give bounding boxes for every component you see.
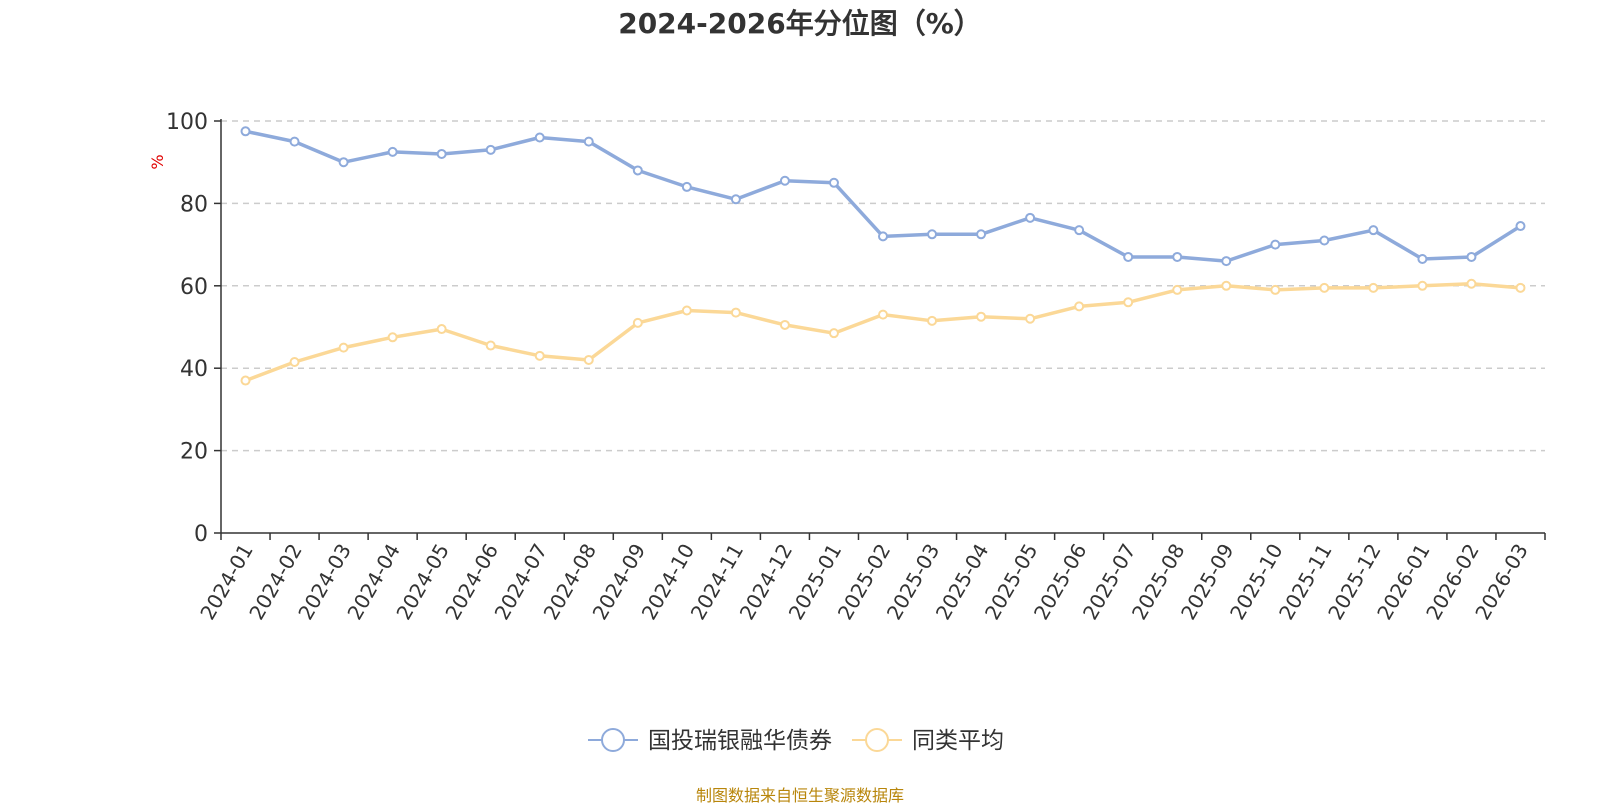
data-point bbox=[1319, 282, 1330, 293]
data-point bbox=[1221, 256, 1232, 267]
data-point bbox=[730, 194, 741, 205]
data-point bbox=[1368, 282, 1379, 293]
series-group bbox=[240, 278, 1526, 386]
data-point bbox=[289, 136, 300, 147]
data-point bbox=[1319, 235, 1330, 246]
data-point bbox=[878, 309, 888, 320]
data-point bbox=[1368, 225, 1379, 236]
data-point bbox=[927, 315, 938, 326]
y-tick-label: 80 bbox=[180, 192, 208, 217]
data-point bbox=[485, 340, 496, 351]
data-point bbox=[534, 350, 545, 361]
data-point bbox=[828, 177, 839, 188]
data-point bbox=[1270, 284, 1281, 295]
data-point bbox=[681, 181, 692, 192]
data-point bbox=[779, 319, 790, 330]
data-point bbox=[387, 146, 398, 157]
data-point bbox=[1270, 239, 1281, 250]
data-point bbox=[779, 175, 790, 186]
y-tick-label: 60 bbox=[180, 275, 208, 300]
data-point bbox=[1515, 221, 1526, 232]
data-point bbox=[828, 328, 839, 339]
data-point bbox=[632, 165, 643, 176]
data-point bbox=[1221, 280, 1232, 291]
data-point bbox=[1417, 254, 1428, 265]
data-point bbox=[681, 305, 692, 316]
data-point bbox=[1123, 297, 1134, 308]
data-point bbox=[927, 229, 938, 240]
data-point bbox=[583, 354, 594, 365]
chart-title: 2024-2026年分位图（%） bbox=[618, 7, 982, 40]
data-point bbox=[976, 311, 987, 322]
data-point bbox=[387, 332, 398, 343]
data-point bbox=[1515, 282, 1526, 293]
data-point bbox=[1172, 251, 1183, 262]
legend-marker bbox=[601, 728, 625, 752]
data-point bbox=[240, 375, 251, 386]
data-point bbox=[632, 317, 643, 328]
data-point bbox=[338, 157, 349, 168]
data-point bbox=[583, 136, 594, 147]
data-point bbox=[436, 324, 447, 335]
series-group bbox=[240, 126, 1526, 267]
data-point bbox=[1074, 301, 1085, 312]
data-point bbox=[485, 144, 496, 155]
data-point bbox=[730, 307, 741, 318]
y-tick-label: 20 bbox=[180, 440, 208, 465]
data-point bbox=[1025, 313, 1036, 324]
data-point bbox=[976, 229, 987, 240]
data-point bbox=[1123, 251, 1134, 262]
legend-marker bbox=[865, 728, 889, 752]
y-tick-label: 100 bbox=[166, 110, 208, 135]
series-line bbox=[244, 281, 1521, 383]
data-point bbox=[1025, 212, 1036, 223]
series-line bbox=[245, 129, 1522, 263]
y-tick-label: 40 bbox=[180, 357, 208, 382]
data-point bbox=[878, 231, 888, 242]
legend-label: 同类平均 bbox=[912, 728, 1004, 754]
data-point bbox=[338, 342, 349, 353]
legend-label: 国投瑞银融华债券 bbox=[648, 728, 832, 754]
y-tick-label: 0 bbox=[194, 522, 208, 547]
data-point bbox=[436, 148, 447, 159]
data-source-note: 制图数据来自恒生聚源数据库 bbox=[695, 786, 904, 805]
data-point bbox=[240, 126, 251, 137]
data-point bbox=[1466, 251, 1477, 262]
data-point bbox=[1466, 278, 1477, 289]
data-point bbox=[1417, 280, 1428, 291]
data-point bbox=[289, 357, 300, 368]
data-point bbox=[534, 132, 545, 143]
y-axis-label: % bbox=[148, 154, 167, 169]
data-point bbox=[1172, 284, 1183, 295]
data-point bbox=[1074, 225, 1085, 236]
